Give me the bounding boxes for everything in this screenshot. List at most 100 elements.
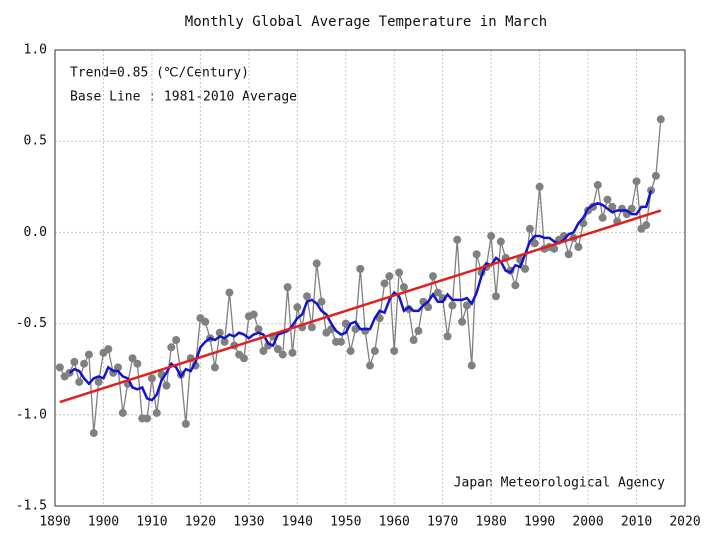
data-point xyxy=(118,408,127,417)
series-line xyxy=(59,209,662,404)
x-tick-label: 1970 xyxy=(427,515,458,530)
data-point xyxy=(511,281,520,290)
series-line xyxy=(59,119,662,434)
data-point xyxy=(210,363,219,372)
x-tick-label: 1940 xyxy=(282,515,313,530)
data-point xyxy=(254,325,263,334)
x-tick-label: 1930 xyxy=(233,515,264,530)
data-point xyxy=(283,283,292,292)
data-point xyxy=(433,288,442,297)
data-point xyxy=(496,237,505,246)
data-point xyxy=(104,345,113,354)
data-point xyxy=(608,202,617,211)
data-point xyxy=(443,332,452,341)
data-point xyxy=(395,268,404,277)
data-point xyxy=(80,359,89,368)
x-tick-label: 1950 xyxy=(330,515,361,530)
y-tick-label: -0.5 xyxy=(16,316,47,331)
x-tick-label: 1980 xyxy=(475,515,506,530)
data-point xyxy=(172,336,181,345)
data-point xyxy=(404,305,413,314)
chart-title: Monthly Global Average Temperature in Ma… xyxy=(185,14,547,30)
data-point xyxy=(133,359,142,368)
data-point xyxy=(341,319,350,328)
data-point xyxy=(472,250,481,259)
data-point xyxy=(535,182,544,191)
series-line xyxy=(68,190,653,402)
data-point xyxy=(414,326,423,335)
data-point xyxy=(424,303,433,312)
data-point xyxy=(448,301,457,310)
data-point xyxy=(593,180,602,189)
data-point xyxy=(288,348,297,357)
data-point xyxy=(336,337,345,346)
data-point xyxy=(530,239,539,248)
y-tick-label: 0.5 xyxy=(24,134,47,149)
data-point xyxy=(458,317,467,326)
data-point xyxy=(181,419,190,428)
data-point xyxy=(603,195,612,204)
data-point xyxy=(598,213,607,222)
data-point xyxy=(574,242,583,251)
source: Japan Meteorological Agency xyxy=(454,476,665,491)
data-point xyxy=(651,171,660,180)
x-tick-label: 1960 xyxy=(379,515,410,530)
data-point xyxy=(429,272,437,281)
data-point xyxy=(632,177,641,186)
data-point xyxy=(346,346,355,355)
annotation: Trend=0.85 (℃/Century) xyxy=(70,66,249,81)
data-point xyxy=(525,224,534,233)
data-point xyxy=(162,381,171,390)
data-point xyxy=(249,310,258,319)
data-point xyxy=(487,232,496,241)
data-point xyxy=(273,345,282,354)
plot-frame xyxy=(54,49,686,507)
y-tick-label: 1.0 xyxy=(24,43,47,58)
data-point xyxy=(84,350,93,359)
x-tick-label: 1910 xyxy=(136,515,167,530)
data-point xyxy=(399,283,408,292)
data-point xyxy=(75,377,84,386)
data-point xyxy=(201,317,210,326)
data-point xyxy=(453,235,462,244)
data-point xyxy=(492,292,500,301)
x-tick-label: 1920 xyxy=(185,515,216,530)
data-point xyxy=(143,414,152,423)
y-tick-label: -1.5 xyxy=(16,499,47,514)
data-point xyxy=(375,314,384,323)
data-point xyxy=(89,429,98,438)
data-point xyxy=(94,377,103,386)
data-point xyxy=(220,337,229,346)
x-tick-label: 1900 xyxy=(88,515,119,530)
data-point xyxy=(293,303,302,312)
data-point xyxy=(385,272,394,281)
data-point xyxy=(55,363,64,372)
data-point xyxy=(370,346,379,355)
data-point xyxy=(351,325,360,334)
x-tick-label: 1890 xyxy=(39,515,70,530)
data-point xyxy=(303,292,311,301)
data-point xyxy=(317,297,326,306)
data-point xyxy=(462,301,471,310)
data-point xyxy=(366,361,374,370)
data-point xyxy=(259,346,268,355)
data-point xyxy=(390,346,399,355)
data-point xyxy=(627,204,636,213)
data-point xyxy=(656,115,665,124)
data-point xyxy=(147,374,156,383)
y-tick-label: -1.0 xyxy=(16,407,47,422)
data-point xyxy=(307,323,316,332)
data-point xyxy=(550,244,559,253)
data-point xyxy=(278,350,287,359)
data-point xyxy=(467,361,476,370)
x-tick-label: 1990 xyxy=(524,515,555,530)
data-point xyxy=(642,221,651,230)
data-point xyxy=(380,279,389,288)
annotation: Base Line : 1981-2010 Average xyxy=(70,90,297,105)
data-point xyxy=(152,408,161,417)
data-point xyxy=(114,363,122,372)
x-tick-label: 2000 xyxy=(572,515,603,530)
data-point xyxy=(128,354,137,363)
data-point xyxy=(564,250,573,259)
